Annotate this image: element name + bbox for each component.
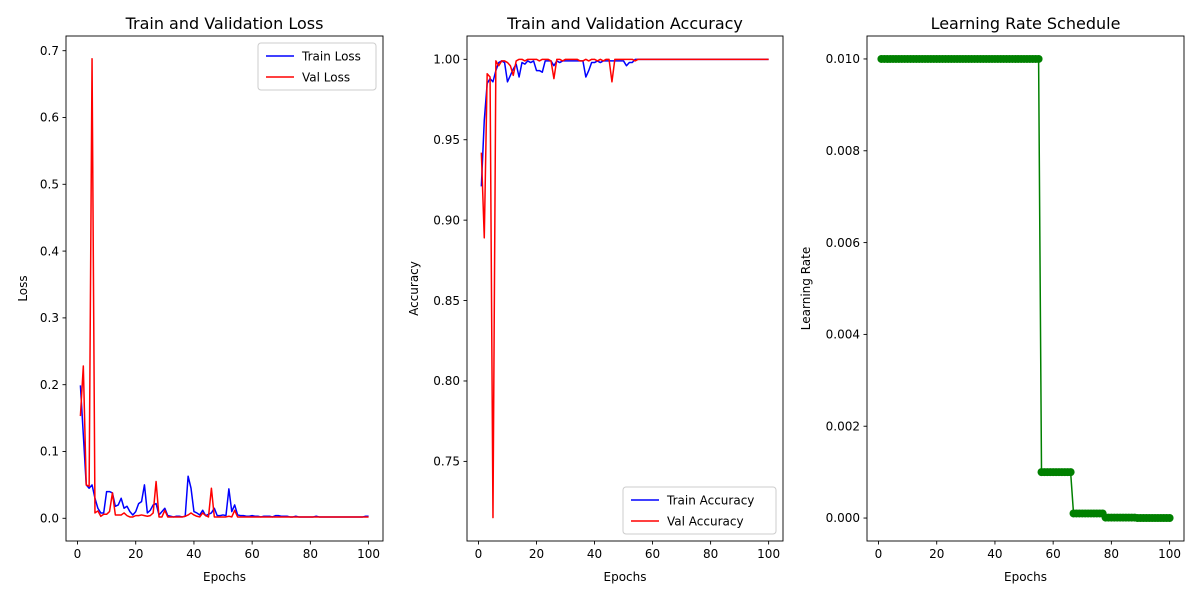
accuracy-x-tick-label: 40 (587, 547, 602, 561)
loss-series-line-1 (79, 57, 369, 518)
learning-rate-data-point (1066, 468, 1075, 477)
loss-chart-title: Train and Validation Loss (125, 14, 324, 33)
learning-rate-plot-area (866, 35, 1185, 542)
learning-rate-y-tick-label: 0.000 (826, 511, 860, 525)
learning-rate-y-tick-label: 0.004 (826, 328, 860, 342)
accuracy-series-line-0 (480, 58, 769, 187)
accuracy-x-tick-label: 0 (475, 547, 483, 561)
loss-y-tick-label: 0.4 (40, 244, 59, 258)
loss-x-tick-label: 20 (128, 547, 143, 561)
loss-x-tick-label: 40 (186, 547, 201, 561)
accuracy-plot-area (466, 35, 784, 542)
accuracy-y-tick-label: 1.00 (433, 53, 460, 67)
accuracy-y-tick-label: 0.80 (433, 374, 460, 388)
accuracy-y-axis-label: Accuracy (407, 261, 421, 316)
loss-y-tick-label: 0.6 (40, 111, 59, 125)
accuracy-series-line-1 (480, 58, 769, 519)
loss-series-line-0 (79, 385, 369, 518)
accuracy-chart: 0 20 40 60 80 100 0.75 0.80 0.85 0.90 0.95 1.00 Trai… (407, 14, 784, 584)
loss-x-tick-label: 0 (74, 547, 82, 561)
loss-y-tick-label: 0.1 (40, 445, 59, 459)
learning-rate-chart: 0 20 40 60 80 100 0.000 0.002 0.004 0.006 0.008 0.0… (799, 14, 1185, 584)
accuracy-y-tick-label: 0.95 (433, 133, 460, 147)
loss-legend-box (257, 42, 377, 91)
learning-rate-data-point (1034, 54, 1043, 63)
learning-rate-x-tick-label: 80 (1104, 547, 1119, 561)
loss-legend-label: Val Loss (302, 70, 350, 84)
loss-legend: Train Loss Val Loss (257, 42, 377, 91)
loss-y-tick-label: 0.7 (40, 44, 59, 58)
loss-chart: 0 20 40 60 80 100 0.0 0.1 0.2 0.3 0.4 0.5 0.6 0.7 Trai… (16, 14, 384, 584)
loss-y-tick-label: 0.0 (40, 511, 59, 525)
loss-legend-label: Train Loss (301, 49, 361, 63)
accuracy-legend-box (622, 486, 777, 535)
loss-x-tick-label: 80 (303, 547, 318, 561)
learning-rate-x-tick-label: 100 (1158, 547, 1181, 561)
accuracy-x-tick-label: 100 (757, 547, 780, 561)
learning-rate-x-tick-label: 60 (1046, 547, 1061, 561)
accuracy-legend: Train Accuracy Val Accuracy (622, 486, 777, 535)
learning-rate-y-axis-label: Learning Rate (799, 247, 813, 330)
loss-y-tick-label: 0.5 (40, 177, 59, 191)
accuracy-x-tick-label: 80 (703, 547, 718, 561)
loss-x-tick-label: 60 (245, 547, 260, 561)
learning-rate-y-tick-label: 0.008 (826, 144, 860, 158)
learning-rate-chart-title: Learning Rate Schedule (931, 14, 1121, 33)
accuracy-legend-label: Train Accuracy (666, 493, 754, 507)
learning-rate-x-tick-label: 0 (875, 547, 883, 561)
learning-rate-x-tick-label: 40 (987, 547, 1002, 561)
loss-x-axis-label: Epochs (203, 570, 246, 584)
loss-y-tick-label: 0.3 (40, 311, 59, 325)
loss-y-tick-label: 0.2 (40, 378, 59, 392)
learning-rate-y-tick-label: 0.002 (826, 419, 860, 433)
accuracy-x-tick-label: 60 (645, 547, 660, 561)
loss-plot-area (65, 35, 384, 542)
accuracy-chart-title: Train and Validation Accuracy (506, 14, 743, 33)
loss-x-tick-label: 100 (357, 547, 380, 561)
learning-rate-series-line-0 (881, 58, 1170, 519)
accuracy-legend-label: Val Accuracy (667, 514, 744, 528)
accuracy-x-axis-label: Epochs (604, 570, 647, 584)
accuracy-y-tick-label: 0.90 (433, 213, 460, 227)
learning-rate-data-point (1165, 514, 1174, 522)
learning-rate-x-tick-label: 20 (929, 547, 944, 561)
learning-rate-y-tick-label: 0.006 (826, 236, 860, 250)
learning-rate-y-tick-label: 0.010 (826, 52, 860, 66)
loss-y-axis-label: Loss (16, 275, 30, 301)
accuracy-y-tick-label: 0.85 (433, 294, 460, 308)
learning-rate-x-axis-label: Epochs (1004, 570, 1047, 584)
accuracy-y-tick-label: 0.75 (433, 455, 460, 469)
accuracy-x-tick-label: 20 (529, 547, 544, 561)
